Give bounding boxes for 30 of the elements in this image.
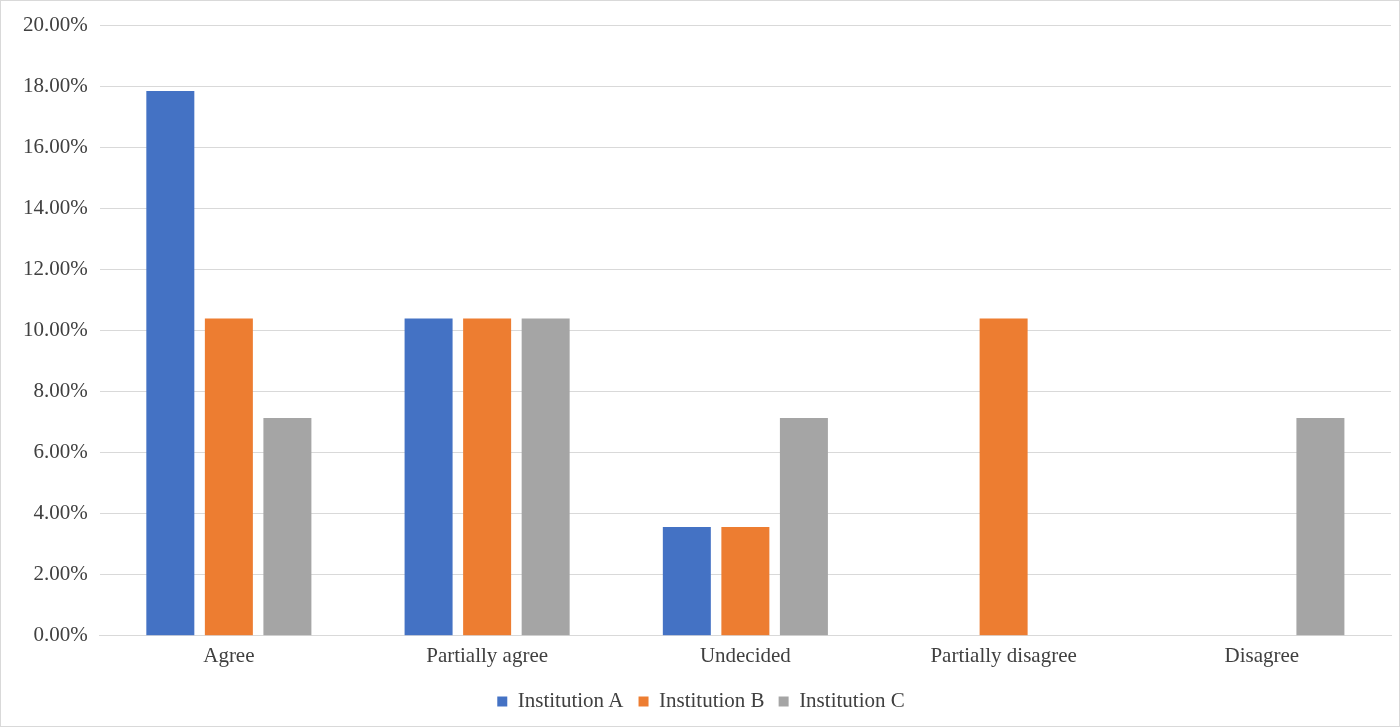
y-tick-label: 18.00% [22,73,88,98]
x-tick-label: Partially agree [426,642,549,667]
x-tick-label: Undecided [699,642,792,667]
y-tick-label: 2.00% [33,561,88,586]
x-tick-label: Disagree [1224,642,1300,667]
bar [263,417,312,636]
bar [979,318,1028,636]
y-tick-label: 12.00% [22,256,88,281]
bar [463,318,512,636]
y-tick-label: 8.00% [33,378,88,403]
bar [662,526,711,636]
bar [404,318,453,636]
bar [1296,417,1345,636]
legend-label: Institution B [659,688,765,713]
y-tick-label: 6.00% [33,439,88,464]
y-tick-label: 10.00% [22,317,88,342]
bar [521,318,570,636]
bar [204,318,253,636]
y-tick-label: 0.00% [33,622,88,647]
y-tick-label: 20.00% [22,12,88,37]
y-tick-label: 4.00% [33,500,88,525]
legend-label: Institution C [799,688,905,713]
legend-label: Institution A [517,688,625,713]
x-tick-label: Partially disagree [930,642,1077,667]
bar [146,90,195,636]
bar [721,526,770,636]
y-tick-label: 14.00% [22,195,88,220]
x-tick-label: Agree [203,642,255,667]
y-tick-label: 16.00% [22,134,88,159]
bar [779,417,828,636]
